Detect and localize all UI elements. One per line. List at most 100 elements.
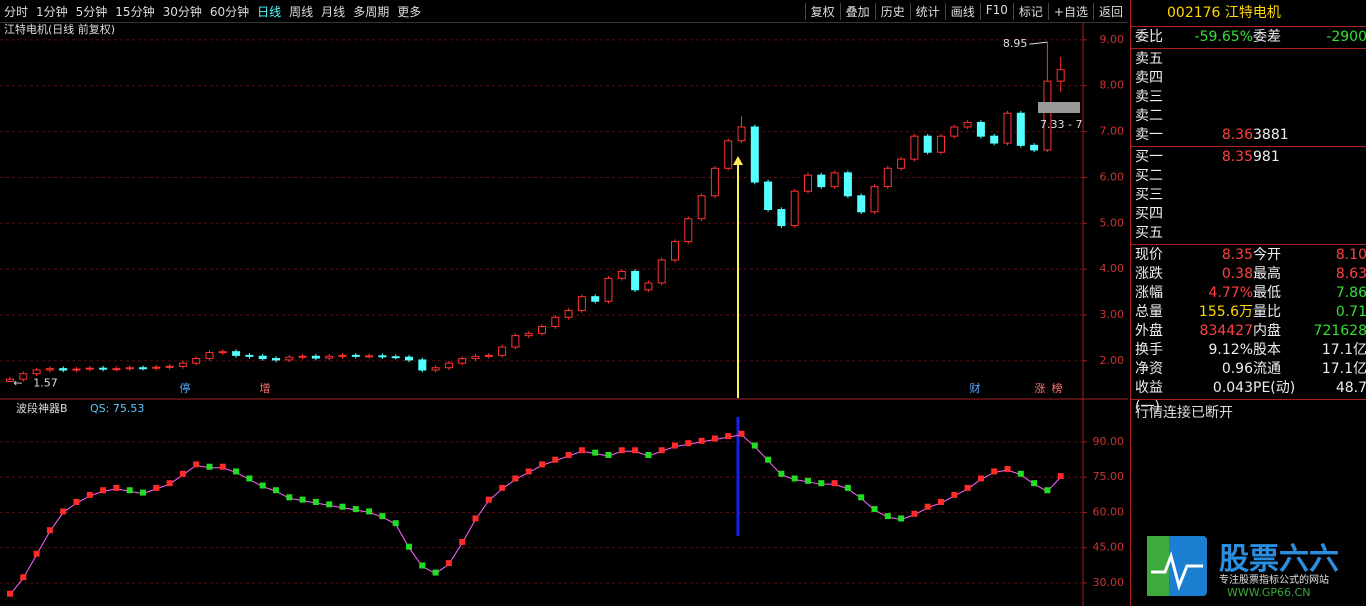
quote-label: 3881 bbox=[1253, 127, 1289, 143]
period-tab[interactable]: 分时 bbox=[4, 4, 29, 19]
tool-button[interactable]: 复权 bbox=[804, 2, 840, 20]
quote-cell bbox=[1253, 224, 1293, 243]
candle-body bbox=[338, 354, 347, 357]
quote-cell bbox=[1293, 186, 1366, 205]
y-tick-label: 8.00 bbox=[1100, 79, 1125, 92]
candle-body bbox=[112, 368, 121, 371]
quote-value: 8.63 bbox=[1335, 266, 1366, 282]
period-tab[interactable]: 15分钟 bbox=[115, 4, 155, 19]
quote-cell bbox=[1253, 50, 1293, 69]
high-label: 8.95 bbox=[1003, 37, 1028, 50]
candle-body bbox=[697, 195, 706, 220]
candle-body bbox=[1016, 112, 1025, 146]
quote-row: 换手 9.12% 股本 17.1亿 bbox=[1131, 341, 1366, 360]
tool-button[interactable]: 统计 bbox=[909, 2, 945, 20]
indicator-bar bbox=[352, 506, 359, 513]
quote-cell bbox=[1253, 88, 1293, 107]
candle-body bbox=[511, 335, 520, 348]
quote-row: 卖二 bbox=[1131, 107, 1366, 126]
period-tab[interactable]: 月线 bbox=[321, 4, 346, 19]
quote-label: 委差 bbox=[1253, 29, 1281, 45]
indicator-bar bbox=[539, 461, 545, 468]
candle-body bbox=[6, 378, 14, 382]
quote-label: 总量 bbox=[1135, 304, 1163, 320]
tool-button[interactable]: +自选 bbox=[1047, 2, 1093, 20]
period-tab[interactable]: 1分钟 bbox=[36, 4, 68, 19]
tool-button[interactable]: 画线 bbox=[944, 2, 980, 20]
quote-cell bbox=[1293, 205, 1366, 224]
period-tab[interactable]: 60分钟 bbox=[209, 4, 250, 19]
period-tab[interactable]: 5分钟 bbox=[75, 4, 108, 19]
indicator-bar bbox=[472, 515, 479, 522]
period-tab[interactable]: 日线 bbox=[257, 4, 282, 19]
quote-row: 买二 bbox=[1131, 167, 1366, 186]
indicator-bar bbox=[233, 468, 240, 475]
candle-body bbox=[471, 355, 480, 360]
period-tab[interactable]: 30分钟 bbox=[162, 4, 202, 19]
quote-row: 卖一 8.36 3881 bbox=[1131, 126, 1366, 145]
indicator-bar bbox=[326, 501, 333, 508]
indicator-bar bbox=[844, 484, 851, 491]
quote-row: 现价 8.35 今开 8.10 bbox=[1131, 246, 1366, 265]
tool-button[interactable]: F10 bbox=[979, 2, 1013, 20]
candle-body bbox=[72, 368, 81, 371]
tool-button[interactable]: 叠加 bbox=[839, 2, 875, 20]
candle-body bbox=[1030, 144, 1039, 151]
candle-body bbox=[418, 359, 427, 371]
indicator-bar bbox=[751, 442, 758, 449]
indicator-bar bbox=[1044, 487, 1051, 494]
indicator-bar bbox=[977, 475, 984, 482]
tool-button[interactable]: 返回 bbox=[1092, 2, 1128, 20]
logo-graphic bbox=[1147, 536, 1203, 596]
quote-label: 卖五 bbox=[1135, 51, 1163, 67]
candle-body bbox=[857, 195, 866, 213]
indicator-bar bbox=[578, 447, 585, 454]
quote-value: 8.35 bbox=[1221, 149, 1253, 165]
period-tab[interactable]: 周线 bbox=[289, 4, 314, 19]
y-tick-label: 45.00 bbox=[1093, 541, 1125, 554]
event-badge: 增 bbox=[260, 381, 271, 395]
indicator-bar bbox=[924, 503, 931, 510]
stock-code: 002176 bbox=[1167, 5, 1221, 21]
logo-url: WWW.GP66.CN bbox=[1227, 586, 1311, 599]
candle-body bbox=[817, 174, 826, 188]
quote-label: 涨幅 bbox=[1135, 285, 1163, 301]
candle-body bbox=[577, 296, 586, 311]
indicator-bar bbox=[20, 574, 27, 581]
indicator-bar bbox=[831, 480, 838, 487]
period-tab[interactable]: 多周期 bbox=[353, 4, 390, 19]
indicator-bar bbox=[871, 506, 878, 513]
quote-cell bbox=[1175, 186, 1253, 205]
quote-cell bbox=[1293, 126, 1366, 145]
candle-body bbox=[631, 270, 640, 291]
y-tick-label: 9.00 bbox=[1100, 33, 1125, 46]
candle-body bbox=[710, 167, 719, 197]
quote-label: 涨跌 bbox=[1135, 266, 1163, 282]
tool-button[interactable]: 标记 bbox=[1012, 2, 1048, 20]
quote-label: 981 bbox=[1253, 149, 1280, 165]
indicator-bar bbox=[858, 494, 865, 501]
indicator-bar bbox=[1031, 480, 1038, 487]
quote-label: 买二 bbox=[1135, 168, 1163, 184]
quote-label: 卖三 bbox=[1135, 89, 1163, 105]
candle-body bbox=[604, 277, 613, 302]
quote-value: 0.043 bbox=[1212, 380, 1253, 396]
indicator-bar bbox=[100, 487, 107, 494]
indicator-bar bbox=[193, 461, 200, 468]
indicator-bar bbox=[459, 538, 466, 545]
candle-body bbox=[990, 135, 999, 144]
indicator-bar bbox=[273, 487, 279, 494]
indicator-bar bbox=[259, 482, 266, 489]
indicator-bar bbox=[445, 560, 452, 567]
tool-button[interactable]: 历史 bbox=[874, 2, 910, 20]
period-tab[interactable]: 更多 bbox=[397, 4, 422, 19]
indicator-bar bbox=[938, 499, 944, 505]
quote-label: 内盘 bbox=[1253, 323, 1281, 339]
candle-body bbox=[564, 309, 573, 318]
candle-body bbox=[644, 282, 653, 291]
quote-label: 买三 bbox=[1135, 187, 1163, 203]
quote-cell bbox=[1175, 69, 1253, 88]
indicator-bar bbox=[153, 484, 160, 491]
event-badge: 停 bbox=[180, 381, 191, 395]
indicator-bar bbox=[86, 491, 93, 498]
